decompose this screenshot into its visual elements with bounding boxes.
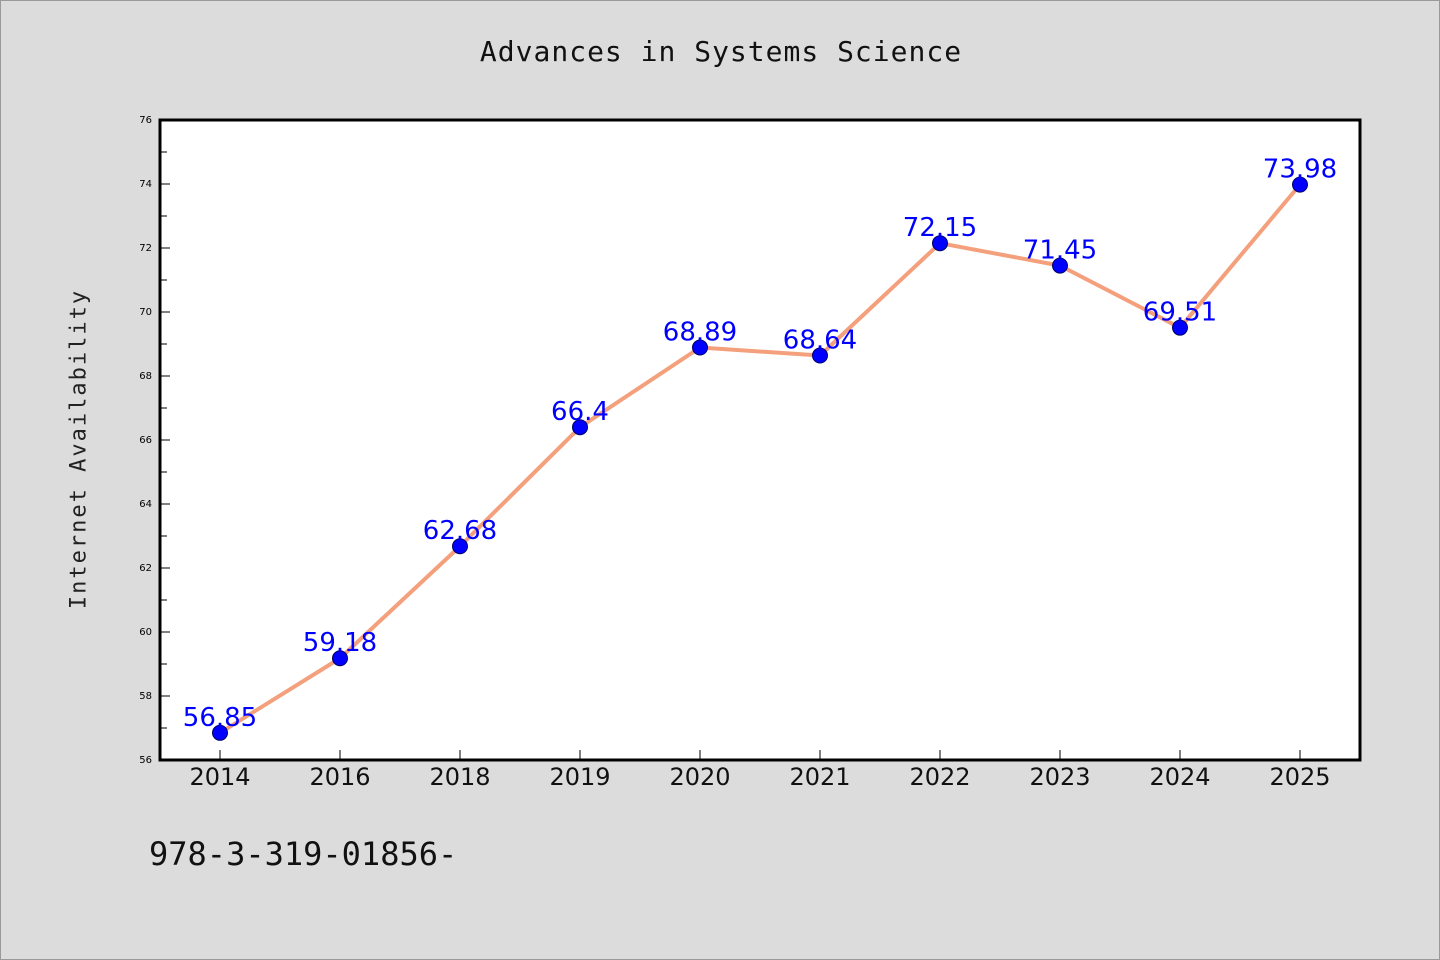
x-tick-label: 2014: [189, 763, 250, 791]
data-label: 71.45: [1023, 236, 1097, 266]
data-label: 56.85: [183, 703, 257, 733]
y-tick-label: 68: [139, 371, 152, 382]
data-point: [452, 538, 468, 555]
isbn-footer: 978-3-319-01856-: [149, 835, 458, 873]
chart-title: Advances in Systems Science: [479, 35, 963, 68]
x-tick-label: 2024: [1149, 763, 1210, 791]
data-point: [572, 419, 588, 436]
x-tick-label: 2025: [1269, 763, 1330, 791]
data-point: [212, 724, 228, 741]
data-point: [692, 339, 708, 356]
data-label: 68.64: [783, 326, 857, 356]
data-label: 68.89: [663, 318, 737, 348]
x-tick-label: 2019: [549, 763, 610, 791]
data-point: [1292, 176, 1308, 193]
y-tick-label: 58: [139, 691, 152, 702]
y-tick-label: 76: [139, 115, 152, 126]
x-tick-label: 2016: [309, 763, 370, 791]
y-tick-label: 64: [139, 499, 152, 510]
data-point: [812, 347, 828, 364]
y-tick-label: 60: [139, 627, 152, 638]
x-tick-label: 2022: [909, 763, 970, 791]
data-label: 73.98: [1263, 155, 1337, 185]
x-tick-label: 2018: [429, 763, 490, 791]
data-point: [332, 650, 348, 667]
y-tick-label: 70: [139, 307, 152, 318]
y-tick-label: 72: [139, 243, 152, 254]
y-tick-label: 62: [139, 563, 152, 574]
data-label: 62.68: [423, 516, 497, 546]
x-tick-label: 2021: [789, 763, 850, 791]
y-tick-label: 56: [139, 755, 152, 766]
data-label: 72.15: [903, 213, 977, 243]
data-point: [1172, 319, 1188, 336]
y-tick-label: 66: [139, 435, 152, 446]
data-point: [1052, 257, 1068, 274]
data-point: [932, 235, 948, 252]
data-label: 66.4: [551, 397, 609, 427]
plot-area: [158, 118, 1362, 762]
x-tick-label: 2023: [1029, 763, 1090, 791]
data-label: 69.51: [1143, 298, 1217, 328]
y-tick-label: 74: [139, 179, 152, 190]
x-tick-label: 2020: [669, 763, 730, 791]
data-label: 59.18: [303, 628, 377, 658]
series-line: [218, 183, 1302, 735]
